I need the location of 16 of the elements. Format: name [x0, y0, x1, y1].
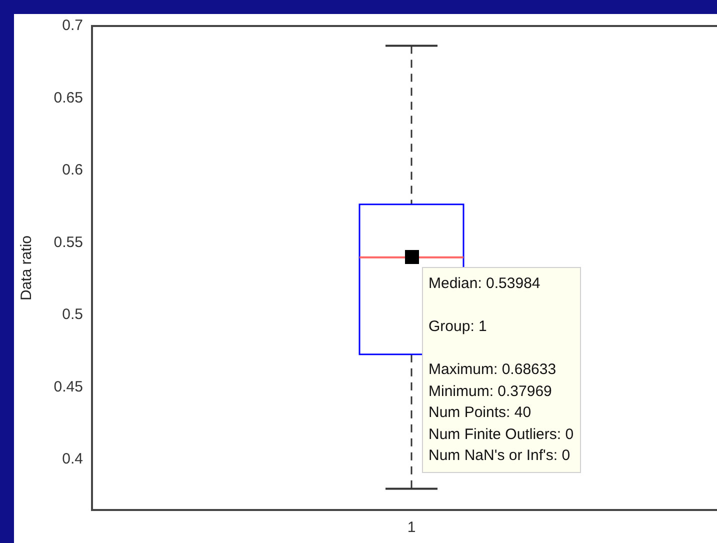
y-tick-label: 0.65	[54, 89, 83, 106]
annotation: Minimum: 0.37969	[428, 382, 553, 402]
annotation: Median: 0.53984	[428, 274, 542, 294]
annotation: Num NaN's or Inf's: 0	[428, 446, 572, 466]
annotation: Num Points: 40	[428, 403, 532, 424]
annotation: Maximum: 0.68633	[428, 360, 558, 380]
x-tick-label: 1	[407, 519, 416, 536]
y-tick-label: 0.7	[62, 17, 83, 34]
y-tick-label: 0.4	[62, 450, 83, 468]
annotation: Group: 1	[428, 317, 488, 338]
y-tick-label: 0.55	[54, 234, 83, 251]
y-tick-label: 0.5	[62, 306, 83, 324]
annotation: Num Finite Outliers: 0	[428, 424, 574, 445]
y-axis-title: Data ratio	[18, 235, 36, 301]
y-tick-label: 0.6	[62, 162, 83, 179]
y-tick-label: 0.45	[54, 378, 83, 396]
